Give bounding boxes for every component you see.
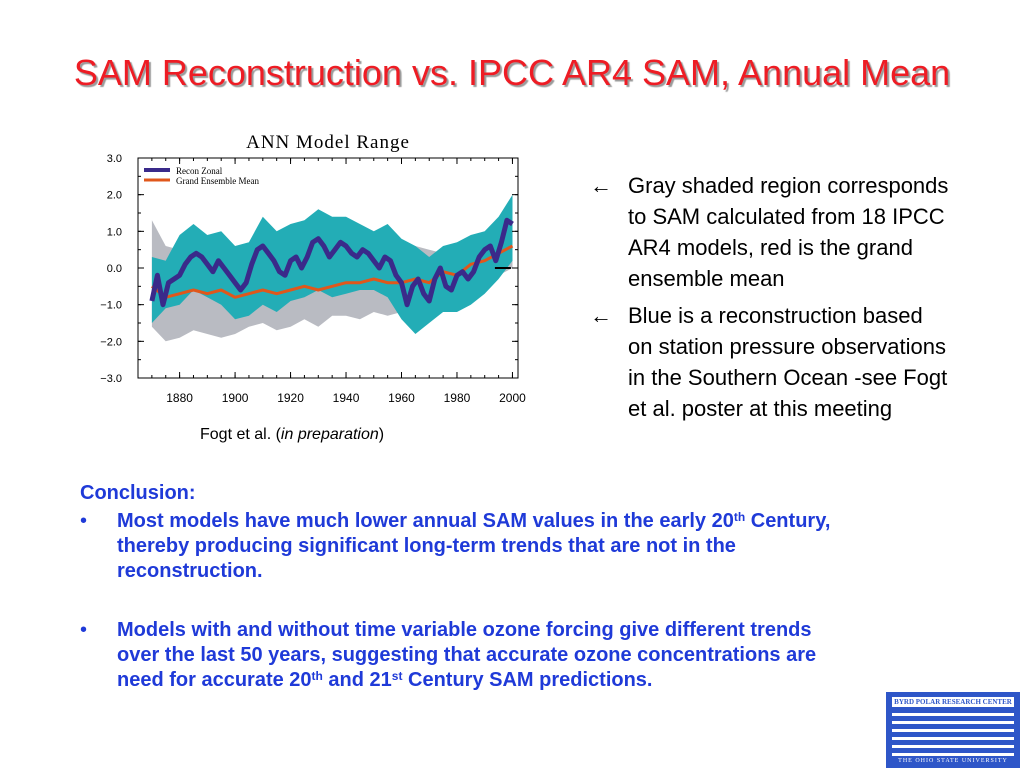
conclusion-bullet: • Models with and without time variable … <box>80 618 850 693</box>
bullet-text-b: and 21 <box>322 669 392 691</box>
bullet-text: Models with and without time variable oz… <box>117 618 850 693</box>
superscript: st <box>391 669 403 683</box>
sam-chart-svg: 3.0 2.0 1.0 0.0 −1.0 −2.0 −3.0 1880 1900 1920 1940… <box>100 132 526 405</box>
logo-stripe <box>892 721 1014 724</box>
y-tick-label: 2.0 <box>107 190 122 202</box>
logo-stripe <box>892 745 1014 748</box>
bullet-text-c: Century SAM predictions. <box>402 669 653 691</box>
note-item: ← Blue is a reconstruction based on stat… <box>590 300 950 424</box>
legend-label: Recon Zonal <box>176 166 223 176</box>
bullet-text: Most models have much lower annual SAM v… <box>117 509 850 584</box>
notes-list: ← Gray shaded region corresponds to SAM … <box>590 170 950 430</box>
legend-label: Grand Ensemble Mean <box>176 176 259 186</box>
left-arrow-icon: ← <box>590 303 612 328</box>
y-tick-label: 3.0 <box>107 153 122 165</box>
x-tick-label: 1880 <box>166 391 193 405</box>
note-item: ← Gray shaded region corresponds to SAM … <box>590 170 950 294</box>
superscript: th <box>733 510 746 524</box>
y-tick-label: 0.0 <box>107 263 122 275</box>
caption-italic: in preparation <box>280 426 379 443</box>
conclusion-block: Conclusion: • Most models have much lowe… <box>80 482 850 727</box>
y-tick-label: −2.0 <box>100 336 122 348</box>
y-tick-label: 1.0 <box>107 226 122 238</box>
x-tick-label: 1920 <box>277 391 304 405</box>
logo-stripe <box>892 737 1014 740</box>
conclusion-heading: Conclusion: <box>80 482 196 504</box>
logo-stripe <box>892 753 1014 756</box>
bullet-text-a: Most models have much lower annual SAM v… <box>117 510 734 532</box>
plot-area <box>149 194 514 342</box>
y-tick-label: −1.0 <box>100 300 122 312</box>
x-tick-label: 1980 <box>444 391 471 405</box>
recon-uncertainty-band <box>151 194 513 334</box>
x-tick-label: 1960 <box>388 391 415 405</box>
x-tick-label: 2000 <box>499 391 526 405</box>
sam-chart: 3.0 2.0 1.0 0.0 −1.0 −2.0 −3.0 1880 1900 1920 1940… <box>70 128 540 418</box>
conclusion-bullet: • Most models have much lower annual SAM… <box>80 509 850 584</box>
series-line-grand-ensemble-mean <box>150 244 514 299</box>
superscript: th <box>311 669 323 683</box>
byrd-polar-logo: BYRD POLAR RESEARCH CENTER THE OHIO STAT… <box>886 692 1020 768</box>
y-tick-label: −3.0 <box>100 373 122 385</box>
logo-stripe <box>892 729 1014 732</box>
note-text: Blue is a reconstruction based on statio… <box>628 303 948 421</box>
left-arrow-icon: ← <box>590 173 612 198</box>
chart-title: ANN Model Range <box>246 132 410 153</box>
chart-caption: Fogt et al. (in preparation) <box>200 426 384 444</box>
logo-bottom-label: THE OHIO STATE UNIVERSITY <box>898 758 1008 764</box>
x-tick-label: 1900 <box>222 391 249 405</box>
logo-stripe <box>892 713 1014 716</box>
bullet-dot: • <box>80 619 88 641</box>
x-tick-label: 1940 <box>333 391 360 405</box>
caption-suffix: ) <box>378 426 385 443</box>
logo-top-label: BYRD POLAR RESEARCH CENTER <box>892 697 1014 707</box>
bullet-dot: • <box>80 510 88 532</box>
bullet-text-a: Models with and without time variable oz… <box>117 619 817 691</box>
note-text: Gray shaded region corresponds to SAM ca… <box>628 173 949 291</box>
series-line-recon-zonal <box>149 217 514 308</box>
caption-prefix: Fogt et al. ( <box>200 426 281 443</box>
slide-title: SAM Reconstruction vs. IPCC AR4 SAM, Ann… <box>73 52 951 93</box>
bullet-text-b: Century, thereby producing significant l… <box>117 510 831 582</box>
